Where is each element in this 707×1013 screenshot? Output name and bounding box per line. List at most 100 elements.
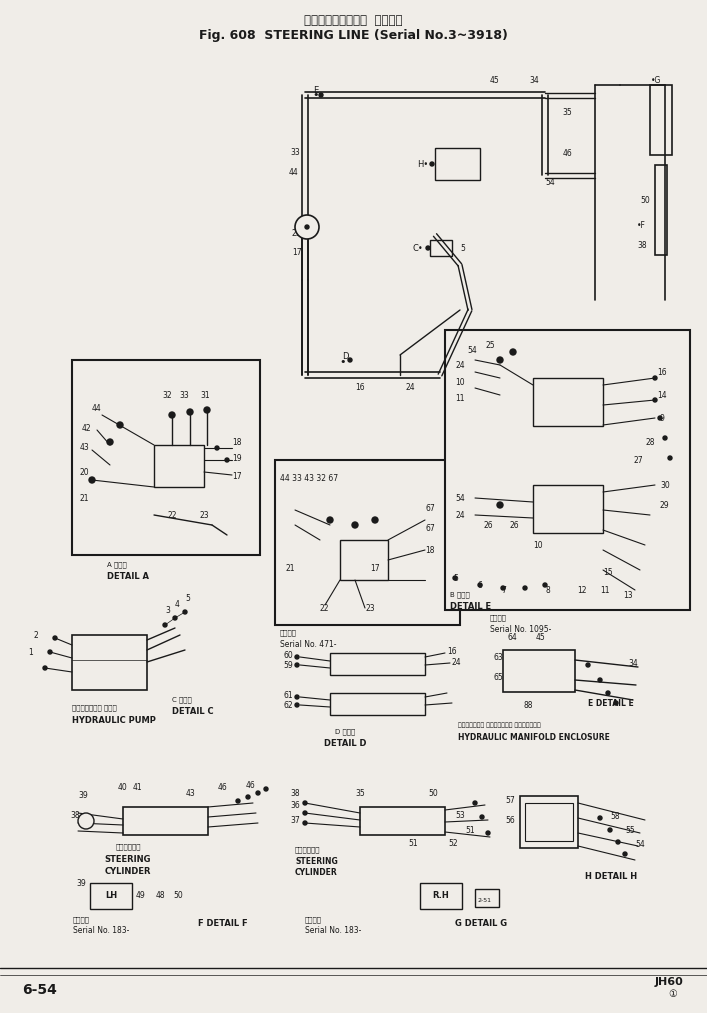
Circle shape [510,349,516,355]
Bar [330,693,425,715]
Circle shape [606,691,610,695]
Text: 17: 17 [292,247,302,256]
Circle shape [663,436,667,440]
Circle shape [430,162,434,166]
Text: 28: 28 [645,438,655,447]
Text: 55: 55 [625,826,635,835]
Text: 22: 22 [167,511,177,520]
Circle shape [183,610,187,614]
Text: 7: 7 [501,586,506,595]
Circle shape [295,215,319,239]
Circle shape [204,407,210,413]
Circle shape [453,576,457,580]
Text: 13: 13 [623,591,633,600]
Text: 33: 33 [179,390,189,399]
Bar [650,85,672,155]
Text: 14: 14 [657,390,667,399]
Text: 40: 40 [118,782,128,791]
Circle shape [478,583,482,587]
Bar [430,240,452,256]
Circle shape [163,623,167,627]
Text: Serial No. 183-: Serial No. 183- [305,926,361,935]
Bar [123,807,208,835]
Text: 54: 54 [635,840,645,849]
Text: 35: 35 [355,788,365,797]
Text: D 拡大図: D 拡大図 [335,728,355,735]
Text: DETAIL C: DETAIL C [172,706,214,715]
Circle shape [187,409,193,415]
Text: 50: 50 [428,788,438,797]
Bar [533,378,603,426]
Text: G DETAIL G: G DETAIL G [455,919,507,928]
Bar [533,485,603,533]
Bar [420,883,462,909]
Text: 67: 67 [425,503,435,513]
Text: 12: 12 [577,586,587,595]
Circle shape [543,583,547,587]
Text: 21: 21 [80,493,90,502]
Text: 49: 49 [136,890,146,900]
Text: 23: 23 [365,604,375,613]
Circle shape [295,663,299,667]
Text: 24: 24 [455,511,464,520]
Text: 15: 15 [603,567,613,576]
Text: 18: 18 [425,545,435,554]
Text: 41: 41 [133,782,143,791]
Circle shape [264,787,268,791]
Circle shape [658,416,662,420]
Text: 63: 63 [493,652,503,661]
Text: 35: 35 [562,107,572,116]
Text: HYDRAULIC PUMP: HYDRAULIC PUMP [72,715,156,724]
Circle shape [352,522,358,528]
Bar [445,330,690,610]
Text: 21: 21 [285,563,295,572]
Circle shape [295,695,299,699]
Text: Fig. 608  STEERING LINE (Serial No.3~3918): Fig. 608 STEERING LINE (Serial No.3~3918… [199,28,508,42]
Text: 58: 58 [610,811,619,821]
Text: ①: ① [668,989,677,999]
Circle shape [616,840,620,844]
Text: 5: 5 [185,594,190,603]
Text: 45: 45 [536,632,546,641]
Bar [520,796,578,848]
Text: •G: •G [651,76,661,84]
Bar [275,460,460,625]
Circle shape [668,456,672,460]
Bar [503,650,575,692]
Text: 18: 18 [232,438,242,447]
Circle shape [303,821,307,825]
Text: 1: 1 [28,647,33,656]
Circle shape [215,446,219,450]
Circle shape [501,586,505,590]
Text: JH60: JH60 [655,977,684,987]
Text: R.H: R.H [433,890,450,900]
Text: 適用号機: 適用号機 [305,917,322,923]
Text: 10: 10 [533,541,543,549]
Circle shape [225,458,229,462]
Text: 46: 46 [563,149,573,157]
Text: B 拡大図: B 拡大図 [450,592,469,599]
Text: 24: 24 [405,383,414,391]
Circle shape [327,517,333,523]
Text: 38: 38 [70,810,80,820]
Circle shape [348,358,352,362]
Circle shape [53,636,57,640]
Circle shape [473,801,477,805]
Text: 23: 23 [292,229,302,237]
Circle shape [48,650,52,654]
Text: 59: 59 [283,660,293,670]
Text: 31: 31 [200,390,209,399]
Text: 摘用号機: 摘用号機 [490,615,507,621]
Text: 52: 52 [448,839,457,848]
Circle shape [372,517,378,523]
Text: 48: 48 [156,890,165,900]
Text: 8: 8 [545,586,550,595]
Text: 26: 26 [510,521,520,530]
Text: ハイドロリック ポンプ: ハイドロリック ポンプ [72,705,117,711]
Text: 51: 51 [408,839,418,848]
Circle shape [303,811,307,815]
Text: 38: 38 [637,240,647,249]
Text: 34: 34 [529,76,539,84]
Bar [525,803,573,841]
Circle shape [295,655,299,659]
